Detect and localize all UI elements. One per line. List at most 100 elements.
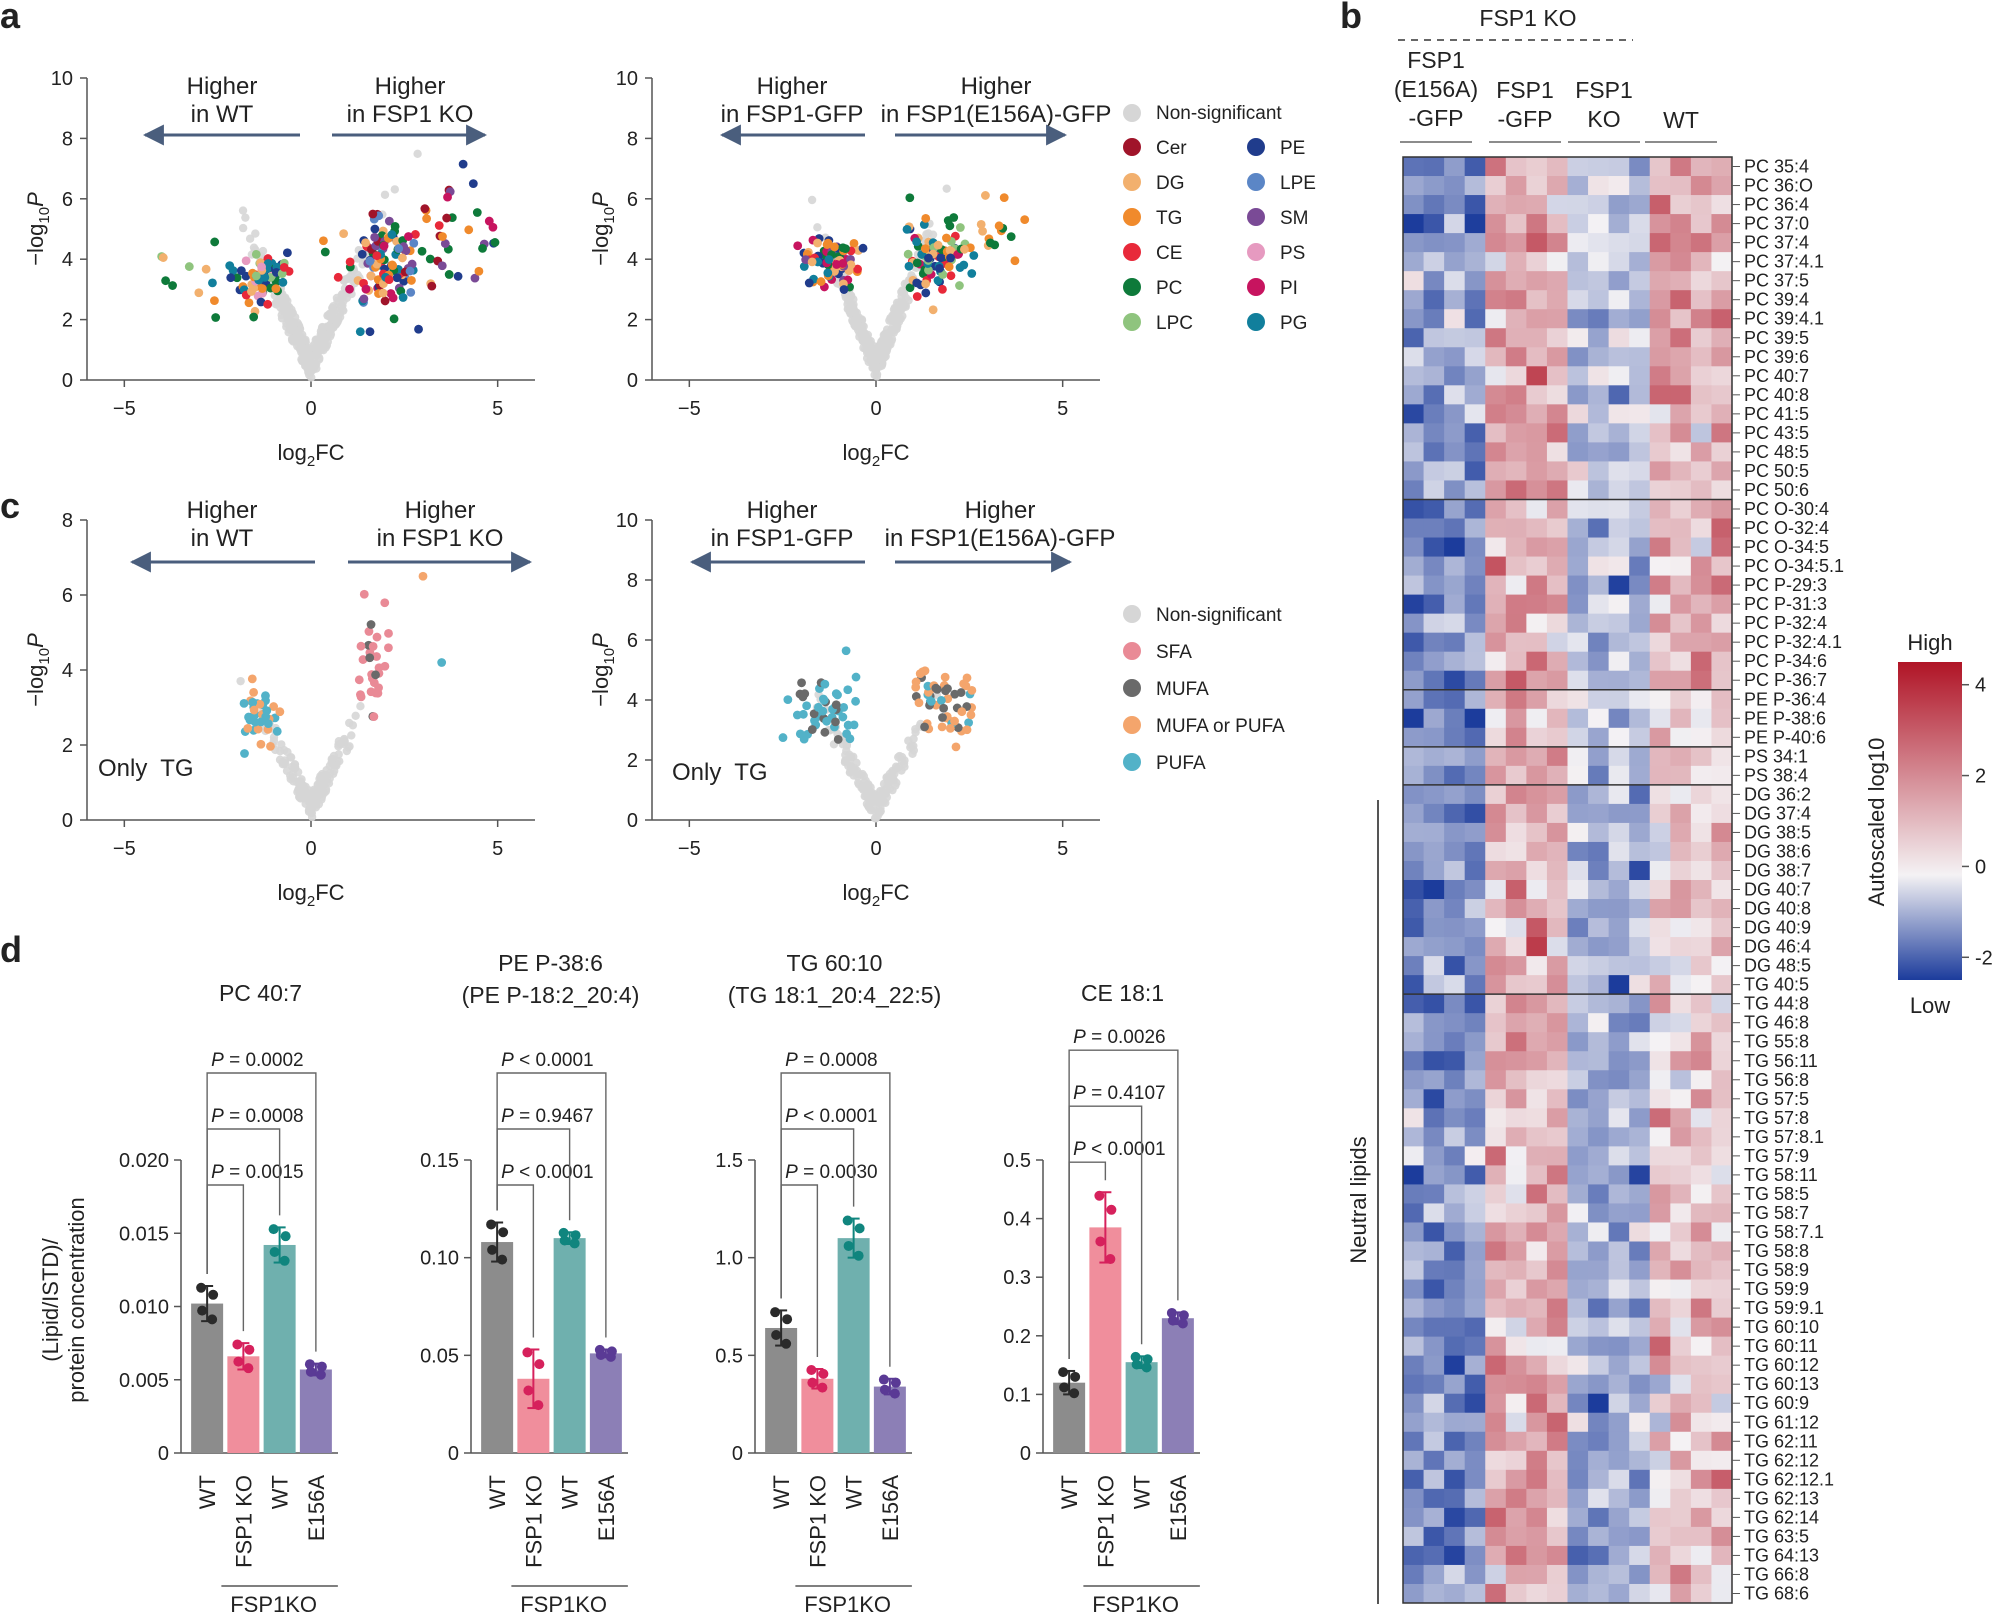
heatmap-cell xyxy=(1629,404,1651,424)
legend-label-ps: PS xyxy=(1280,243,1305,264)
y-tick-label: 10 xyxy=(616,510,638,532)
point-tg xyxy=(464,225,474,235)
point-nonsignificant xyxy=(343,274,352,284)
heatmap-cell xyxy=(1670,994,1692,1014)
heatmap-cell xyxy=(1526,1564,1548,1585)
heatmap-cell xyxy=(1670,1317,1692,1338)
category-label: WT xyxy=(842,1475,867,1509)
heatmap-cell xyxy=(1423,423,1445,443)
replicate-point xyxy=(1130,1351,1141,1362)
heatmap-cell xyxy=(1546,1355,1568,1376)
heatmap-row-label: DG 38:5 xyxy=(1744,822,1811,842)
heatmap-cell xyxy=(1485,157,1507,177)
heatmap-row-label: TG 62:12.1 xyxy=(1744,1469,1834,1489)
heatmap-row-label: TG 68:6 xyxy=(1744,1583,1809,1603)
y-tick-label: 10 xyxy=(616,68,638,90)
heatmap-cell xyxy=(1464,442,1486,462)
point-mufaorpufa xyxy=(914,698,924,708)
heatmap-cell xyxy=(1526,1488,1548,1509)
heatmap-cell xyxy=(1690,347,1712,367)
bar-4 xyxy=(299,1369,332,1453)
point-pe xyxy=(282,248,292,258)
point-pufa xyxy=(838,712,848,722)
y-tick-label: 0 xyxy=(62,370,73,392)
y-tick-label: 0.10 xyxy=(420,1248,459,1270)
heatmap-cell xyxy=(1608,1241,1630,1262)
heatmap-cell xyxy=(1464,1146,1486,1166)
heatmap-cell xyxy=(1485,1488,1507,1509)
heatmap-cell xyxy=(1711,499,1733,519)
y-tick-label: 1.5 xyxy=(715,1150,743,1172)
heatmap-cell xyxy=(1505,1564,1527,1585)
replicate-point xyxy=(316,1361,327,1372)
y-axis-label: −log10P xyxy=(23,633,53,707)
heatmap-cell xyxy=(1505,1089,1527,1109)
heatmap-cell xyxy=(1649,461,1671,481)
heatmap-cell xyxy=(1423,899,1445,919)
heatmap-cell xyxy=(1444,404,1466,424)
heatmap-cell xyxy=(1464,860,1486,881)
heatmap-cell xyxy=(1526,1336,1548,1357)
point-lpc xyxy=(903,249,913,259)
heatmap-cell xyxy=(1423,822,1445,843)
heatmap-cell xyxy=(1505,385,1527,405)
heatmap-cell xyxy=(1546,461,1568,481)
x-tick-label: 5 xyxy=(492,838,503,860)
heatmap-cell xyxy=(1711,594,1733,615)
heatmap-cell xyxy=(1464,594,1486,615)
heatmap-cell xyxy=(1690,518,1712,539)
bar-3 xyxy=(553,1238,586,1453)
bar-1 xyxy=(481,1242,514,1453)
heatmap-cell xyxy=(1485,290,1507,310)
heatmap-cell xyxy=(1588,613,1610,634)
point-nonsignificant xyxy=(347,731,356,740)
colorbar-low: Low xyxy=(1910,993,1950,1018)
heatmap-cell xyxy=(1608,1222,1630,1242)
heatmap-cell xyxy=(1649,1260,1671,1281)
heatmap-cell xyxy=(1485,1450,1507,1471)
heatmap-cell xyxy=(1546,347,1568,367)
heatmap-cell xyxy=(1588,1184,1610,1204)
heatmap-cell xyxy=(1403,1431,1425,1452)
heatmap-cell xyxy=(1629,575,1651,596)
point-pufa xyxy=(926,696,936,706)
heatmap-cell xyxy=(1629,1298,1651,1319)
volcano-c-right-lefttext-2: in FSP1-GFP xyxy=(711,525,854,552)
point-nonsignificant xyxy=(413,149,422,159)
heatmap-cell xyxy=(1546,1032,1568,1052)
heatmap-cell xyxy=(1444,176,1466,196)
heatmap-cell xyxy=(1567,1013,1589,1033)
heatmap-cell xyxy=(1567,480,1589,500)
heatmap-cell xyxy=(1485,1260,1507,1281)
heatmap-cell xyxy=(1629,1032,1651,1052)
heatmap-cell xyxy=(1670,746,1692,767)
heatmap-cell xyxy=(1670,860,1692,881)
heatmap-cell xyxy=(1546,880,1568,900)
heatmap-cell xyxy=(1505,404,1527,424)
heatmap-cell xyxy=(1629,556,1651,577)
heatmap-cell xyxy=(1526,556,1548,577)
heatmap-cell xyxy=(1403,556,1425,577)
heatmap-cell xyxy=(1670,1203,1692,1223)
heatmap-cell xyxy=(1505,1279,1527,1300)
heatmap-cell xyxy=(1526,176,1548,196)
replicate-point xyxy=(1166,1307,1177,1318)
heatmap-cell xyxy=(1608,1507,1630,1528)
heatmap-cell xyxy=(1485,404,1507,424)
heatmap-cell xyxy=(1567,1241,1589,1262)
heatmap-cell xyxy=(1588,1222,1610,1242)
heatmap-cell xyxy=(1423,309,1445,329)
heatmap-cell xyxy=(1670,918,1692,938)
heatmap-cell xyxy=(1464,727,1486,748)
point-tg xyxy=(388,261,398,271)
point-pc xyxy=(490,238,500,247)
heatmap-cell xyxy=(1403,1374,1425,1395)
heatmap-cell xyxy=(1690,632,1712,653)
point-pe xyxy=(392,273,402,283)
heatmap-cell xyxy=(1567,1222,1589,1242)
heatmap-cell xyxy=(1505,556,1527,577)
heatmap-cell xyxy=(1690,708,1712,729)
heatmap-row-label: TG 58:7.1 xyxy=(1744,1222,1824,1242)
heatmap-cell xyxy=(1690,233,1712,253)
heatmap-cell xyxy=(1608,214,1630,234)
